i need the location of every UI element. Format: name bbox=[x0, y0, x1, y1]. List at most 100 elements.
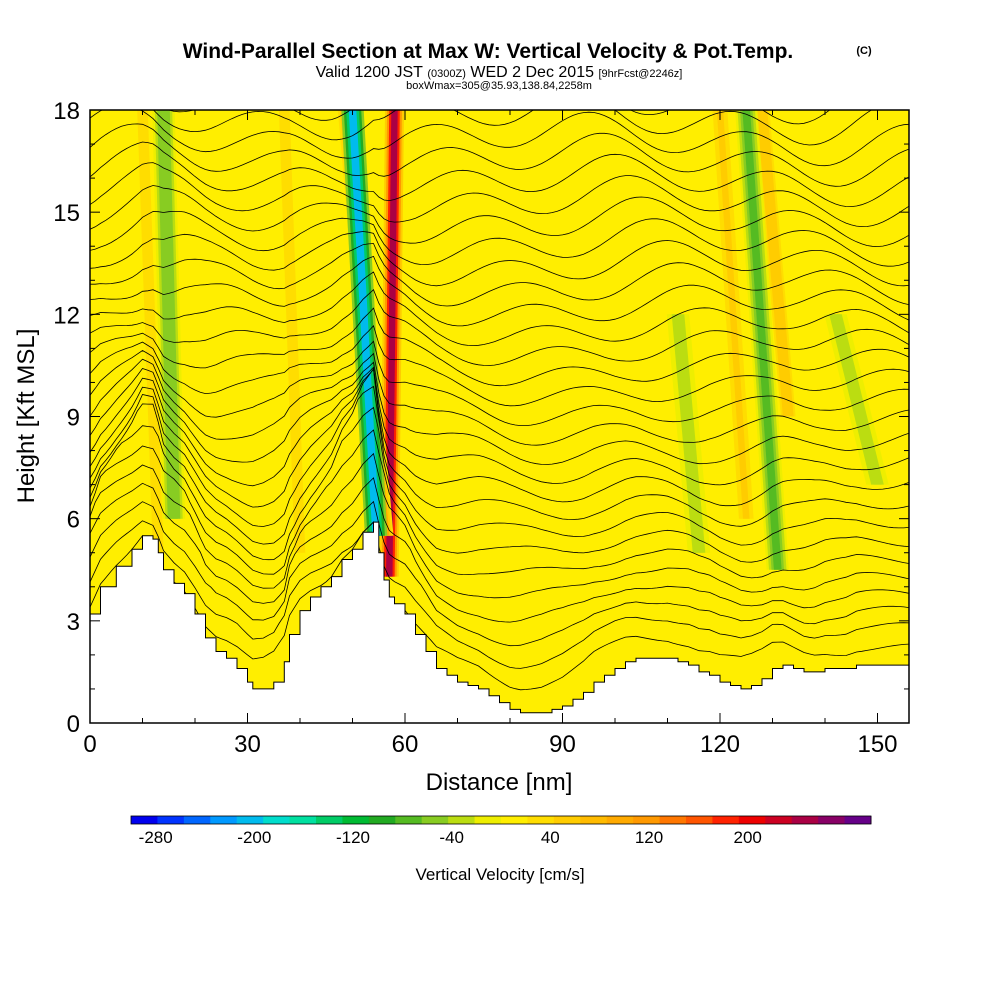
isentrope-line bbox=[90, 243, 909, 307]
downdraft-band bbox=[742, 110, 782, 570]
colorbar-tick-label: -40 bbox=[439, 828, 464, 847]
colorbar-tick-label: 40 bbox=[541, 828, 560, 847]
isentrope-line bbox=[90, 325, 909, 407]
x-tick-label: 60 bbox=[392, 731, 419, 758]
y-tick-label: 15 bbox=[53, 200, 80, 227]
colorbar-tick-label: -200 bbox=[237, 828, 271, 847]
isentrope-line bbox=[90, 340, 909, 426]
isentrope-line bbox=[90, 367, 909, 527]
forecast-label: [9hrFcst@2246z] bbox=[598, 68, 682, 80]
colorbar-swatch bbox=[395, 816, 423, 824]
colorbar-swatch bbox=[844, 816, 872, 824]
isentrope-line bbox=[90, 307, 909, 387]
isentrope-line bbox=[90, 385, 909, 546]
colorbar: -280 -200 -120 -40 40 120 200 bbox=[130, 815, 872, 847]
isentrope-line bbox=[90, 521, 909, 691]
updraft-band bbox=[758, 110, 792, 417]
colorbar-swatch bbox=[263, 816, 291, 824]
colorbar-swatch bbox=[501, 816, 528, 824]
updraft-band bbox=[716, 110, 750, 519]
plot-area bbox=[90, 110, 909, 723]
colorbar-swatch bbox=[131, 816, 158, 824]
colorbar-swatch bbox=[712, 816, 740, 824]
colorbar-swatch bbox=[183, 816, 211, 824]
potential-temperature-contours bbox=[90, 110, 909, 691]
x-tick-label: 0 bbox=[83, 731, 96, 758]
colorbar-swatch bbox=[791, 816, 819, 824]
colorbar-swatch bbox=[633, 816, 661, 824]
isentrope-line bbox=[90, 289, 909, 366]
y-tick-label: 9 bbox=[67, 405, 80, 432]
colorbar-tick-label: 120 bbox=[635, 828, 663, 847]
colorbar-label: Vertical Velocity [cm/s] bbox=[415, 865, 584, 884]
x-axis-label: Distance [nm] bbox=[426, 769, 573, 796]
colorbar-swatch bbox=[818, 816, 846, 824]
colorbar-swatch bbox=[527, 816, 555, 824]
box-wmax-label: boxWmax=305@35.93,138.84,2258m bbox=[406, 80, 592, 92]
colorbar-swatch bbox=[157, 816, 185, 824]
isentrope-line bbox=[90, 162, 909, 228]
isentrope-line bbox=[90, 429, 909, 579]
terrain-mask bbox=[90, 521, 909, 723]
isentrope-line bbox=[90, 366, 909, 487]
colorbar-swatch bbox=[368, 816, 396, 824]
colorbar-swatch bbox=[474, 816, 502, 824]
isentrope-line bbox=[90, 477, 909, 623]
y-tick-label: 6 bbox=[67, 507, 80, 534]
isentrope-line bbox=[90, 123, 909, 187]
colorbar-tick-label: -280 bbox=[139, 828, 173, 847]
isentrope-line bbox=[152, 110, 873, 146]
isentrope-line bbox=[90, 500, 909, 647]
isentrope-line bbox=[90, 406, 909, 563]
colorbar-swatch bbox=[580, 816, 608, 824]
x-tick-label: 30 bbox=[234, 731, 261, 758]
colorbar-swatch bbox=[316, 816, 343, 824]
colorbar-swatch bbox=[686, 816, 713, 824]
colorbar-swatch bbox=[236, 816, 264, 824]
isentrope-line bbox=[90, 271, 909, 347]
colorbar-tick-label: -120 bbox=[336, 828, 370, 847]
downdraft-band bbox=[831, 314, 882, 485]
isentrope-line bbox=[90, 211, 909, 267]
isentrope-line bbox=[90, 231, 909, 287]
colorbar-swatch bbox=[659, 816, 687, 824]
colorbar-frame bbox=[130, 815, 872, 825]
y-tick-label: 0 bbox=[67, 711, 80, 738]
colorbar-swatch bbox=[210, 816, 238, 824]
colorbar-swatch bbox=[448, 816, 476, 824]
valid-utc-label: (0300Z) bbox=[427, 68, 466, 80]
colorbar-swatch bbox=[342, 816, 370, 824]
isentrope-line bbox=[90, 185, 909, 247]
y-axis: 0 3 6 9 12 15 18 bbox=[53, 98, 909, 738]
isentrope-line bbox=[90, 141, 909, 208]
colorbar-swatch bbox=[289, 816, 317, 824]
valid-date-label: WED 2 Dec 2015 bbox=[470, 64, 594, 81]
chart-title: Wind-Parallel Section at Max W: Vertical… bbox=[183, 40, 794, 63]
colorbar-swatch bbox=[606, 816, 634, 824]
downdraft-band bbox=[348, 110, 380, 536]
updraft-band bbox=[139, 110, 162, 553]
copyright-mark: (C) bbox=[856, 45, 872, 57]
isentrope-line bbox=[90, 452, 909, 599]
y-tick-label: 12 bbox=[53, 302, 80, 329]
colorbar-tick-label: 200 bbox=[734, 828, 762, 847]
x-axis: 0 30 60 90 120 150 bbox=[83, 110, 898, 758]
downdraft-band bbox=[674, 314, 703, 553]
y-axis-label: Height [Kft MSL] bbox=[13, 329, 40, 504]
colorbar-swatch bbox=[553, 816, 581, 824]
isentrope-line bbox=[90, 352, 909, 446]
colorbar-swatch bbox=[765, 816, 793, 824]
x-tick-label: 90 bbox=[549, 731, 576, 758]
isentrope-line bbox=[90, 255, 909, 327]
colorbar-swatch bbox=[738, 816, 766, 824]
colorbar-swatch bbox=[421, 816, 449, 824]
isentrope-line bbox=[90, 110, 909, 167]
valid-time-label: Valid 1200 JST bbox=[316, 64, 424, 81]
isentrope-line bbox=[90, 361, 909, 465]
chart-subtitle: Valid 1200 JST (0300Z) WED 2 Dec 2015 [9… bbox=[316, 64, 683, 81]
updraft-band bbox=[386, 110, 398, 577]
y-tick-label: 3 bbox=[67, 609, 80, 636]
x-tick-label: 120 bbox=[700, 731, 740, 758]
isentrope-line bbox=[90, 520, 909, 669]
